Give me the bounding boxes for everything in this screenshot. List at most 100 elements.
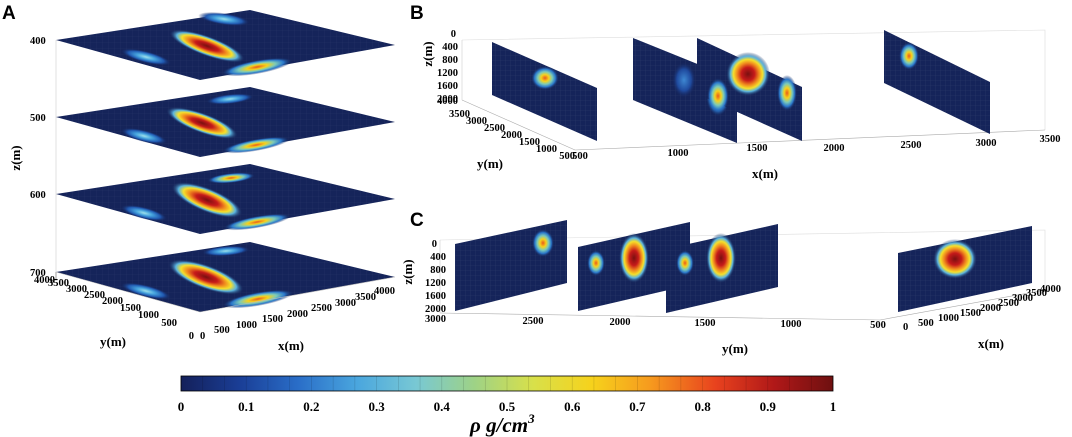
y-tick: 3000	[466, 116, 487, 127]
body-main	[169, 29, 245, 63]
x-tick: 2000	[287, 309, 308, 320]
colorbar-tick-label: 0.6	[564, 399, 581, 414]
panel-a: A	[2, 3, 396, 353]
body	[707, 78, 729, 114]
body-main	[168, 259, 244, 295]
panel-c-y-ticks: 2500 2000 1500 1000 500	[523, 316, 886, 331]
x-tick: 3500	[355, 292, 376, 303]
z-tick: 500	[30, 113, 46, 124]
y-tick: 2500	[484, 123, 505, 134]
x-tick: 3000	[335, 298, 356, 309]
z-tick: 2000	[425, 304, 446, 315]
x-tick: 4000	[1040, 284, 1061, 295]
y-tick: 2500	[84, 290, 105, 301]
body	[531, 66, 559, 90]
panel-a-letter: A	[2, 3, 16, 24]
panel-a-floor-x-edge	[199, 276, 396, 313]
colorbar: 0 0.1 0.2 0.3 0.4 0.5 0.6 0.7 0.8 0.9 1 …	[178, 375, 837, 437]
panel-b-letter: B	[410, 3, 424, 24]
panel-c-z-ticks: 0 400 800 1200 1600 2000 3000	[425, 239, 446, 325]
colorbar-tick-label: 0.2	[303, 399, 319, 414]
y-tick: 4000	[34, 275, 55, 286]
body-west	[120, 127, 168, 145]
body-west	[120, 204, 168, 222]
panel-a-x-ticks: 0 500 1000 1500 2000 2500 3000 3500 4000	[200, 286, 395, 342]
y-tick: 0	[189, 331, 194, 342]
body	[706, 233, 736, 283]
c-slice-1	[455, 220, 567, 311]
slice-z600	[56, 164, 395, 234]
b-slice-1	[492, 42, 597, 141]
b-slice-4	[884, 30, 990, 134]
z-tick: 400	[442, 42, 458, 53]
colorbar-tick-label: 0.1	[238, 399, 254, 414]
y-tick: 1500	[120, 303, 141, 314]
z-tick: 400	[30, 36, 46, 47]
c-slice-2	[578, 222, 690, 311]
body	[933, 239, 977, 279]
x-tick: 500	[572, 151, 588, 162]
colorbar-tick-labels: 0 0.1 0.2 0.3 0.4 0.5 0.6 0.7 0.8 0.9 1	[178, 399, 837, 414]
colorbar-tick-label: 0.5	[499, 399, 516, 414]
body	[899, 42, 919, 70]
b-slice-3	[697, 38, 802, 141]
panel-a-y-ticks: 0 500 1000 1500 2000 2500 3000 3500 4000	[34, 275, 194, 342]
body-east	[222, 136, 290, 154]
y-tick: 3000	[66, 284, 87, 295]
panel-a-y-label: y(m)	[100, 334, 126, 349]
panel-c-y-axis	[439, 312, 881, 321]
body	[676, 250, 694, 276]
body-main	[166, 106, 238, 140]
colorbar-gradient	[180, 375, 834, 392]
panel-b-box	[461, 29, 1046, 130]
x-tick: 1500	[747, 143, 768, 154]
y-tick: 2000	[610, 317, 631, 328]
body	[587, 250, 605, 276]
y-tick: 1000	[781, 319, 802, 330]
panel-a-z-label: z(m)	[8, 145, 23, 170]
panel-c-x-label: x(m)	[978, 336, 1004, 351]
panel-c-y-label: y(m)	[722, 341, 748, 356]
x-tick: 2500	[998, 298, 1019, 309]
panel-c-letter: C	[410, 210, 424, 231]
colorbar-tick-label: 0	[178, 399, 185, 414]
slice-mesh	[884, 30, 990, 134]
panel-c-x-ticks: 0 500 1000 1500 2000 2500 3000 3500 4000	[903, 284, 1061, 333]
x-tick: 1500	[262, 314, 283, 325]
z-tick: 700	[30, 268, 46, 279]
z-tick: 1600	[425, 291, 446, 302]
panel-c-x-axis	[879, 289, 1046, 321]
body	[777, 75, 797, 111]
x-tick: 1500	[960, 308, 981, 319]
panel-b: B	[410, 3, 1061, 181]
body-east	[223, 213, 291, 231]
panel-b-x-label: x(m)	[752, 166, 778, 181]
x-tick: 3500	[1040, 134, 1061, 145]
body-east	[222, 289, 294, 309]
z-tick: 1200	[437, 68, 458, 79]
x-tick: 3500	[1026, 288, 1047, 299]
panel-a-floor-y-edge	[55, 271, 201, 313]
x-tick: 500	[214, 325, 230, 336]
y-tick: 4000	[437, 96, 458, 107]
x-tick: 2000	[824, 143, 845, 154]
y-tick: 1000	[536, 144, 557, 155]
z-tick: 800	[430, 265, 446, 276]
slice-z400	[56, 10, 395, 80]
panel-b-x-ticks: 500 1000 1500 2000 2500 3000 3500	[572, 134, 1060, 162]
body-west	[120, 48, 172, 66]
panel-b-x-axis	[574, 129, 1046, 151]
z-tick: 1200	[425, 278, 446, 289]
colorbar-tick-label: 0.9	[760, 399, 777, 414]
x-tick: 500	[918, 318, 934, 329]
y-tick: 500	[559, 151, 575, 162]
colorbar-tick-marks	[202, 376, 812, 391]
slice-z500	[56, 87, 395, 157]
y-tick: 500	[870, 320, 886, 331]
colorbar-tick-label: 1	[830, 399, 837, 414]
c-slice-3	[666, 224, 778, 313]
panel-a-slices	[56, 10, 395, 312]
panel-b-y-ticks: 4000 3500 3000 2500 2000 1500 1000 500	[437, 96, 575, 162]
z-tick: 0	[451, 29, 456, 40]
y-tick: 3500	[449, 109, 470, 120]
